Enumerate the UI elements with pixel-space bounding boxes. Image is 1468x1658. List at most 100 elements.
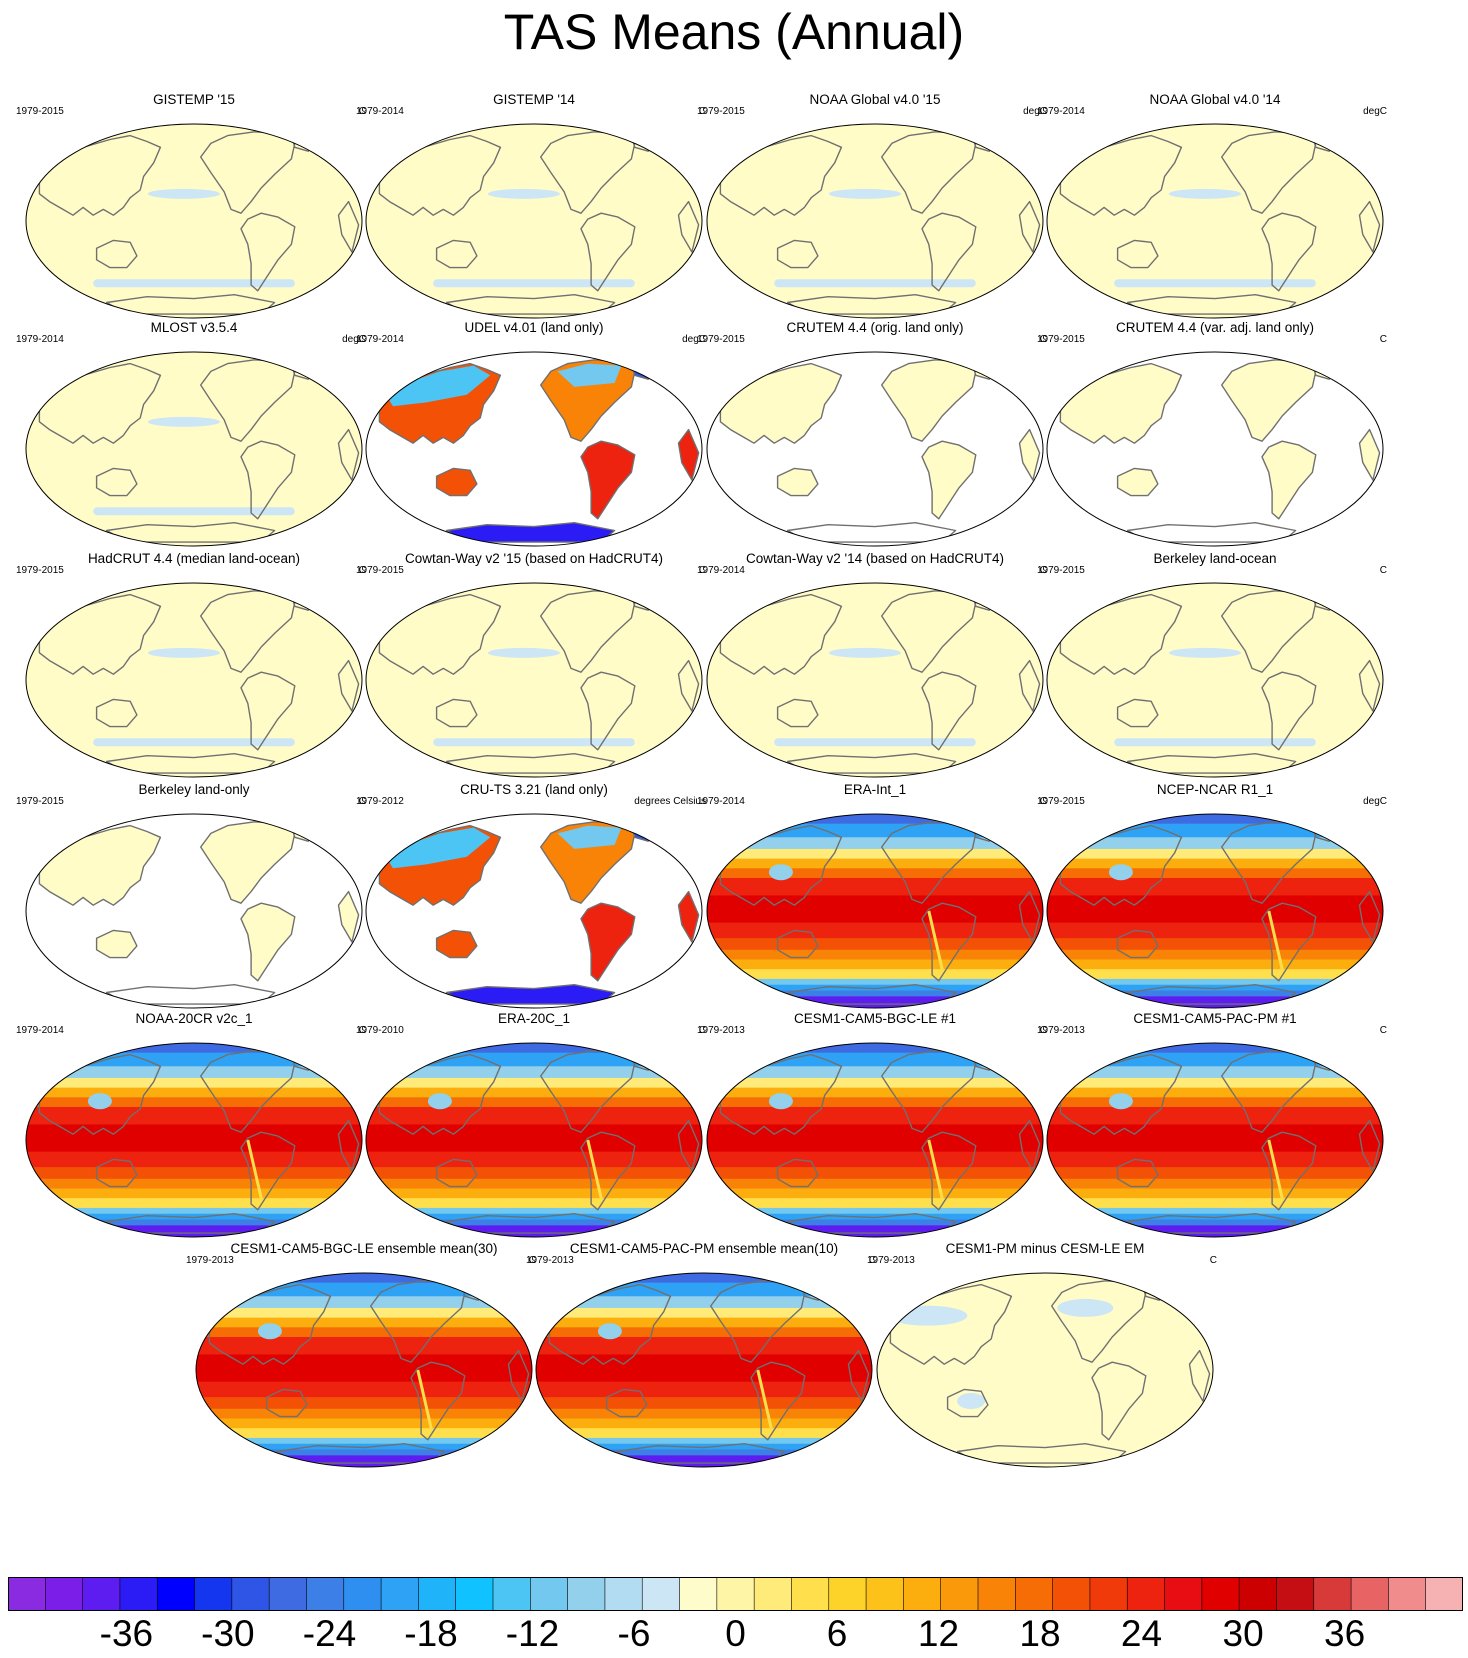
lat-band xyxy=(366,1178,702,1190)
colorbar-frame xyxy=(8,1577,1463,1611)
lat-band xyxy=(366,1107,702,1126)
panel-units: degC xyxy=(342,334,366,345)
continent-africa xyxy=(1358,1119,1381,1172)
colorbar-tick-label: 12 xyxy=(917,1613,960,1654)
map-field xyxy=(536,1273,872,1467)
lat-band xyxy=(26,1077,362,1089)
continent-australia xyxy=(776,467,819,497)
cool-anomaly xyxy=(147,188,220,199)
lat-band xyxy=(196,1337,532,1356)
lat-band xyxy=(1047,837,1383,850)
map-plot xyxy=(1046,813,1384,1009)
colorbar-swatch xyxy=(1238,1577,1278,1611)
lat-band xyxy=(1047,895,1383,924)
lat-band xyxy=(366,1066,702,1079)
lat-band xyxy=(707,1043,1043,1054)
continent-samerica xyxy=(580,440,636,520)
colorbar-tick-label: 18 xyxy=(1019,1613,1061,1654)
panel-period: 1979-2012 xyxy=(356,796,404,807)
map-panel: CRU-TS 3.21 (land only) 1979-2012 degrees … xyxy=(356,782,712,1026)
map-panel: Berkeley land-ocean 1979-2015 C xyxy=(1037,551,1393,795)
map-panel: MLOST v3.5.4 1979-2014 degC xyxy=(16,320,372,564)
lat-band xyxy=(366,1167,702,1180)
continent-africa xyxy=(677,200,700,253)
lat-band xyxy=(1047,848,1383,860)
map-background xyxy=(26,124,362,318)
continent-asia xyxy=(719,824,843,906)
colorbar-swatch xyxy=(231,1577,270,1611)
map-frame xyxy=(25,351,363,547)
lat-band xyxy=(1047,1188,1383,1200)
map-panel: NCEP-NCAR R1_1 1979-2015 degC xyxy=(1037,782,1393,1026)
lat-band xyxy=(1047,1097,1383,1109)
continent-samerica xyxy=(1261,212,1317,292)
continent-africa xyxy=(507,1349,530,1402)
map-field xyxy=(26,583,362,777)
lat-band xyxy=(707,1097,1043,1109)
colorbar-swatch xyxy=(530,1577,569,1611)
map-field xyxy=(26,352,362,546)
map-plot xyxy=(1046,1042,1384,1238)
colorbar-swatch xyxy=(1052,1577,1091,1611)
map-frame xyxy=(365,351,703,547)
panel-period: 1979-2015 xyxy=(1037,565,1085,576)
lat-band xyxy=(536,1437,872,1445)
continent-africa xyxy=(337,659,360,712)
lat-band xyxy=(536,1381,872,1399)
map-panel: CESM1-CAM5-BGC-LE #1 1979-2013 C xyxy=(697,1011,1053,1255)
panel-period: 1979-2015 xyxy=(16,106,64,117)
lat-band xyxy=(1047,990,1383,998)
lat-band xyxy=(1047,949,1383,961)
lat-band xyxy=(707,878,1043,897)
continent-africa xyxy=(677,659,700,712)
panel-units: degC xyxy=(682,334,706,345)
continent-asia xyxy=(1059,1053,1183,1135)
colorbar-swatch xyxy=(940,1577,979,1611)
colorbar-swatch xyxy=(567,1577,606,1611)
panel-period: 1979-2014 xyxy=(356,106,404,117)
cold-land-north-america xyxy=(557,825,622,849)
map-frame xyxy=(25,813,363,1009)
panel-title: ERA-Int_1 xyxy=(843,782,907,797)
continent-australia xyxy=(776,698,819,728)
continent-africa xyxy=(1018,890,1041,943)
colorbar-swatch xyxy=(268,1577,308,1611)
map-plot xyxy=(25,1042,363,1238)
lat-band xyxy=(707,1167,1043,1180)
lat-band xyxy=(707,938,1043,951)
colorbar-swatch xyxy=(82,1577,121,1611)
lat-band xyxy=(536,1428,872,1439)
map-plot xyxy=(876,1272,1214,1468)
panel-period: 1979-2014 xyxy=(697,796,745,807)
lat-band xyxy=(707,823,1043,839)
map-frame xyxy=(365,582,703,778)
map-panel: GISTEMP '14 1979-2014 C xyxy=(356,92,712,336)
colorbar-swatch xyxy=(455,1577,494,1611)
cold-spot xyxy=(427,1093,452,1110)
colorbar-swatch xyxy=(8,1577,47,1611)
colorbar-tick-label: -6 xyxy=(617,1613,651,1654)
map-background xyxy=(366,124,702,318)
continent-africa xyxy=(847,1349,870,1402)
map-frame xyxy=(1046,123,1384,319)
lat-band xyxy=(366,1087,702,1099)
panel-units: C xyxy=(1039,1025,1047,1036)
cold-spot xyxy=(87,1093,112,1110)
lat-band xyxy=(366,1188,702,1200)
map-background xyxy=(26,583,362,777)
lat-band xyxy=(196,1282,532,1298)
lat-band xyxy=(536,1296,872,1309)
map-field xyxy=(1047,124,1383,318)
cold-spot xyxy=(1108,1093,1133,1110)
lat-band xyxy=(1047,823,1383,839)
map-plot xyxy=(365,351,703,547)
map-background xyxy=(1047,124,1383,318)
continent-australia xyxy=(605,1388,648,1418)
continent-asia xyxy=(378,134,502,216)
continent-asia xyxy=(1059,593,1183,675)
panel-period: 1979-2015 xyxy=(16,796,64,807)
cold-land-north-america xyxy=(557,363,622,387)
map-frame xyxy=(365,1042,703,1238)
map-panel: Berkeley land-only 1979-2015 C xyxy=(16,782,372,1026)
colorbar-swatch xyxy=(977,1577,1017,1611)
